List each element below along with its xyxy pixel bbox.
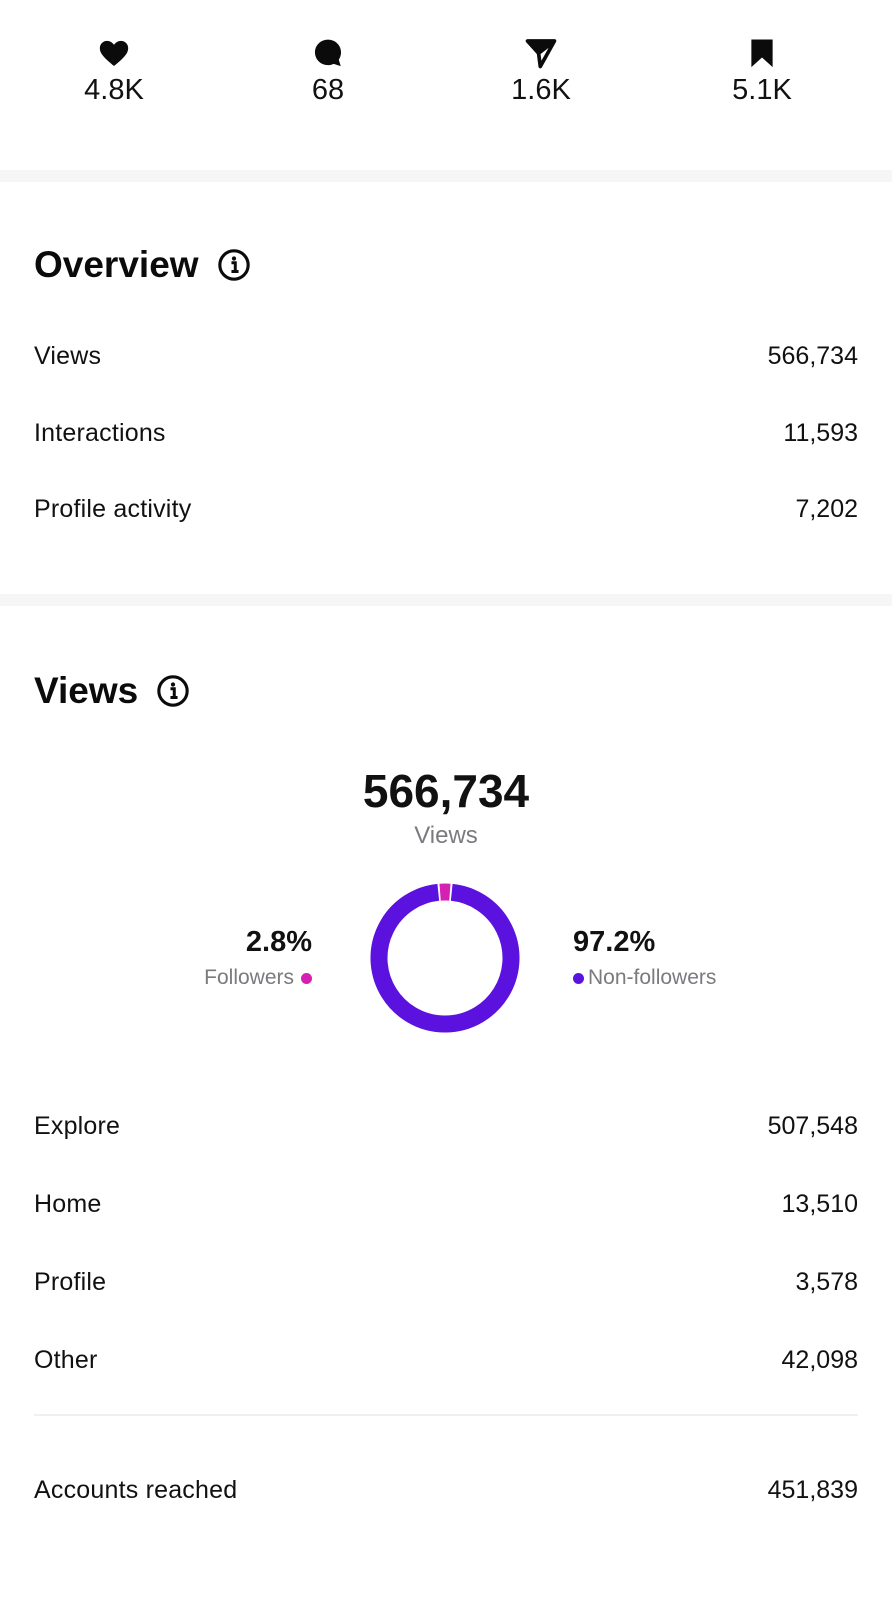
likes-count: 4.8K <box>84 74 144 106</box>
row-value: 42,098 <box>781 1345 858 1374</box>
share-icon <box>524 36 558 70</box>
followers-legend: Followers <box>204 966 312 990</box>
non-followers-percentage: 97.2% <box>573 926 656 958</box>
section-divider <box>0 594 892 606</box>
row-label: Accounts reached <box>34 1475 238 1504</box>
views-source-profile[interactable]: Profile 3,578 <box>34 1262 858 1302</box>
row-value: 451,839 <box>767 1475 858 1504</box>
row-value: 11,593 <box>783 418 858 447</box>
donut-slice-non-followers <box>370 883 520 1033</box>
views-title: Views <box>34 670 139 711</box>
followers-dot <box>301 972 312 984</box>
row-label: Explore <box>34 1111 121 1140</box>
overview-section: Overview Views 566,734 Interactions 11,5… <box>0 182 892 594</box>
row-label: Profile <box>34 1267 107 1296</box>
overview-row-views[interactable]: Views 566,734 <box>34 336 858 376</box>
views-section: Views 566,734 Views 2.8% Followers 97.2%… <box>0 606 892 1600</box>
followers-label: Followers <box>204 966 294 989</box>
non-followers-label: Non-followers <box>588 966 717 989</box>
overview-row-interactions[interactable]: Interactions 11,593 <box>34 413 858 453</box>
post-stats-bar: 4.8K 68 1.6K 5.1K <box>0 0 892 170</box>
views-source-other[interactable]: Other 42,098 <box>34 1340 858 1380</box>
likes-stat[interactable]: 4.8K <box>44 36 184 107</box>
row-label: Views <box>34 341 102 370</box>
row-value: 566,734 <box>767 341 858 370</box>
views-header: Views <box>34 670 190 712</box>
views-donut-chart <box>370 883 520 1033</box>
row-value: 13,510 <box>781 1189 858 1218</box>
views-source-explore[interactable]: Explore 507,548 <box>34 1106 858 1146</box>
views-total: 566,734 <box>362 765 530 817</box>
comment-icon <box>311 36 345 70</box>
divider <box>34 1414 858 1416</box>
views-total-caption: Views <box>414 822 478 849</box>
comments-stat[interactable]: 68 <box>258 36 398 107</box>
non-followers-dot <box>573 972 584 984</box>
shares-stat[interactable]: 1.6K <box>471 36 611 107</box>
row-value: 507,548 <box>767 1111 858 1140</box>
info-icon[interactable] <box>217 248 251 282</box>
row-label: Other <box>34 1345 98 1374</box>
row-label: Home <box>34 1189 102 1218</box>
row-value: 3,578 <box>795 1267 858 1296</box>
overview-row-profile-activity[interactable]: Profile activity 7,202 <box>34 489 858 529</box>
info-icon[interactable] <box>156 674 190 708</box>
saves-count: 5.1K <box>732 74 792 106</box>
heart-icon <box>97 36 131 70</box>
section-divider <box>0 170 892 182</box>
overview-title: Overview <box>34 244 199 285</box>
bookmark-icon <box>745 36 779 70</box>
views-source-home[interactable]: Home 13,510 <box>34 1184 858 1224</box>
saves-stat[interactable]: 5.1K <box>692 36 832 107</box>
comments-count: 68 <box>311 74 345 106</box>
shares-count: 1.6K <box>511 74 571 106</box>
row-label: Interactions <box>34 418 166 447</box>
non-followers-legend: Non-followers <box>573 966 716 990</box>
row-value: 7,202 <box>795 494 858 523</box>
followers-percentage: 2.8% <box>245 926 312 958</box>
overview-header: Overview <box>34 244 251 286</box>
row-label: Profile activity <box>34 494 192 523</box>
accounts-reached-row[interactable]: Accounts reached 451,839 <box>34 1470 858 1510</box>
